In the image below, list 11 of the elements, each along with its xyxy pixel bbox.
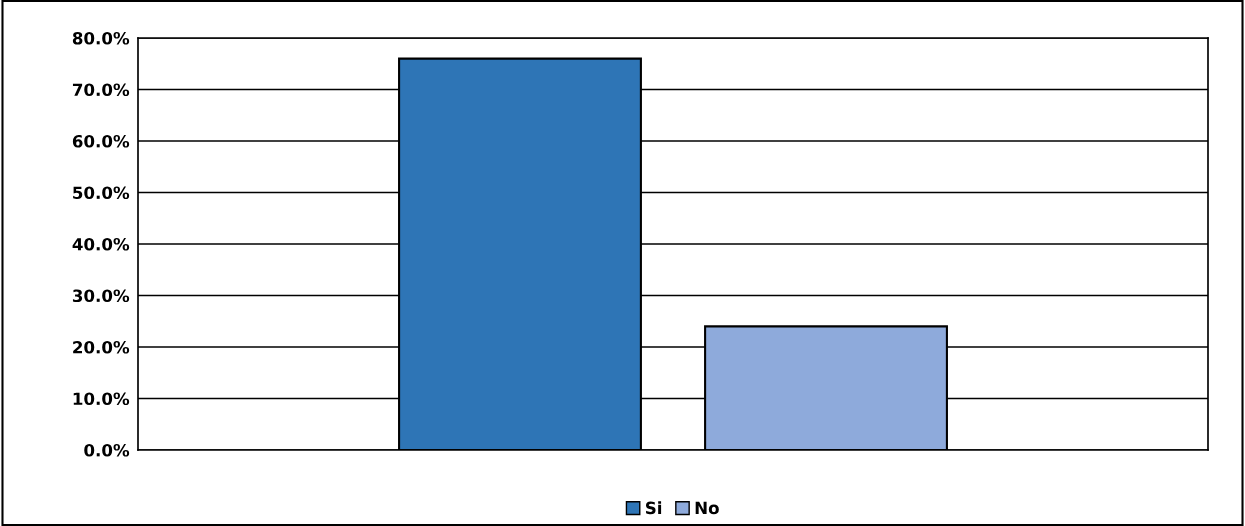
y-tick-label: 50.0% bbox=[73, 186, 130, 200]
legend-label: No bbox=[695, 501, 719, 515]
y-tick-label: 60.0% bbox=[72, 134, 130, 148]
y-tick-label: 70.0% bbox=[72, 83, 130, 97]
y-tick-label: 10.0% bbox=[73, 392, 130, 406]
y-tick-label: 40.0% bbox=[72, 237, 130, 251]
y-tick-label: 80.0% bbox=[72, 31, 130, 45]
y-tick-label: 0.0% bbox=[84, 443, 130, 457]
y-tick-label: 20.0% bbox=[73, 340, 130, 354]
legend-label: Si bbox=[645, 501, 662, 515]
y-tick-label: 30.0% bbox=[72, 289, 130, 303]
